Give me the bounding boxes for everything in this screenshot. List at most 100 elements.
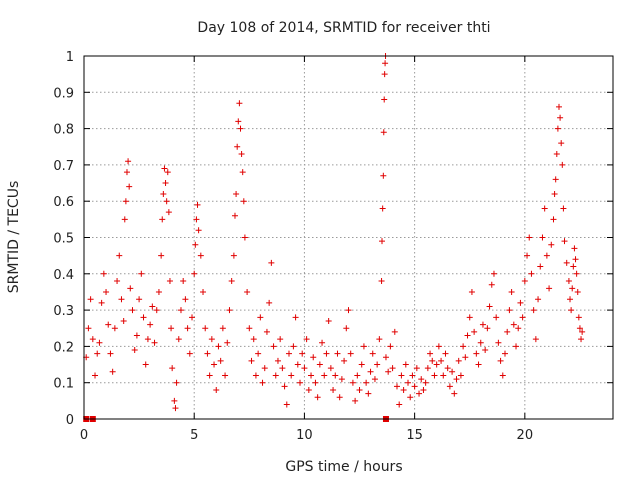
data-point	[495, 339, 502, 346]
data-point	[266, 299, 273, 306]
axis-ticks: 00.10.20.30.40.50.60.70.80.910 5 10 15 20	[53, 50, 613, 443]
data-point	[429, 357, 436, 364]
data-point	[446, 383, 453, 390]
data-point	[557, 114, 564, 121]
data-point	[277, 336, 284, 343]
data-point	[345, 307, 352, 314]
data-point	[228, 278, 235, 285]
data-point	[325, 317, 332, 324]
y-tick-label: 0.7	[53, 159, 74, 174]
data-point	[576, 325, 583, 332]
data-point	[195, 227, 202, 234]
data-point	[116, 252, 123, 259]
data-point	[248, 357, 255, 364]
data-point	[261, 365, 268, 372]
data-point	[191, 270, 198, 277]
data-point	[162, 180, 169, 187]
data-point	[579, 328, 586, 335]
data-point	[192, 241, 199, 248]
data-point	[367, 368, 374, 375]
data-point	[314, 394, 321, 401]
y-tick-label: 0.9	[53, 86, 74, 101]
data-point	[230, 252, 237, 259]
data-point	[206, 372, 213, 379]
data-point	[332, 372, 339, 379]
data-point	[569, 285, 576, 292]
data-point	[402, 361, 409, 368]
x-tick-label: 0	[80, 428, 88, 443]
data-point	[279, 365, 286, 372]
data-point	[159, 216, 166, 223]
data-point	[182, 296, 189, 303]
data-point	[378, 278, 385, 285]
data-point	[222, 372, 229, 379]
x-axis-label: GPS time / hours	[285, 459, 402, 475]
data-point	[197, 252, 204, 259]
y-tick-label: 1	[66, 50, 74, 65]
data-point	[323, 350, 330, 357]
data-point	[290, 343, 297, 350]
data-point	[517, 299, 524, 306]
data-point	[312, 379, 319, 386]
data-point	[407, 394, 414, 401]
data-point	[338, 376, 345, 383]
data-point	[376, 336, 383, 343]
data-point	[87, 296, 94, 303]
data-point	[530, 307, 537, 314]
data-point	[208, 336, 215, 343]
data-point	[343, 325, 350, 332]
x-tick-label: 20	[517, 428, 534, 443]
data-point	[451, 390, 458, 397]
data-point	[169, 365, 176, 372]
data-point	[270, 343, 277, 350]
data-point	[100, 270, 107, 277]
data-point	[155, 288, 162, 295]
data-point	[111, 325, 118, 332]
data-point	[294, 361, 301, 368]
data-point	[555, 103, 562, 110]
data-point	[519, 314, 526, 321]
data-point	[177, 307, 184, 314]
data-point	[409, 372, 416, 379]
data-point	[316, 361, 323, 368]
data-point	[173, 379, 180, 386]
data-point	[85, 325, 92, 332]
data-point	[347, 350, 354, 357]
data-point	[464, 332, 471, 339]
data-point	[219, 325, 226, 332]
data-point	[105, 321, 112, 328]
data-point	[501, 350, 508, 357]
data-point	[131, 347, 138, 354]
data-point	[147, 321, 154, 328]
data-point	[510, 321, 517, 328]
data-point	[153, 307, 160, 314]
data-point	[163, 198, 170, 205]
data-point	[204, 350, 211, 357]
data-point	[129, 307, 136, 314]
data-point	[380, 172, 387, 179]
data-point	[92, 372, 99, 379]
data-point	[396, 401, 403, 408]
data-point	[341, 357, 348, 364]
data-point	[570, 263, 577, 270]
data-point	[369, 350, 376, 357]
data-point	[560, 205, 567, 212]
data-point	[259, 379, 266, 386]
y-tick-label: 0.6	[53, 195, 74, 210]
data-point	[535, 296, 542, 303]
data-point	[497, 357, 504, 364]
data-point	[96, 339, 103, 346]
data-point	[475, 361, 482, 368]
data-point	[431, 372, 438, 379]
data-point	[180, 278, 187, 285]
data-point	[537, 263, 544, 270]
data-point	[166, 278, 173, 285]
data-point	[382, 354, 389, 361]
data-point	[563, 259, 570, 266]
grid	[84, 56, 613, 419]
data-point	[310, 354, 317, 361]
data-point	[440, 372, 447, 379]
data-point	[433, 361, 440, 368]
data-point	[453, 376, 460, 383]
